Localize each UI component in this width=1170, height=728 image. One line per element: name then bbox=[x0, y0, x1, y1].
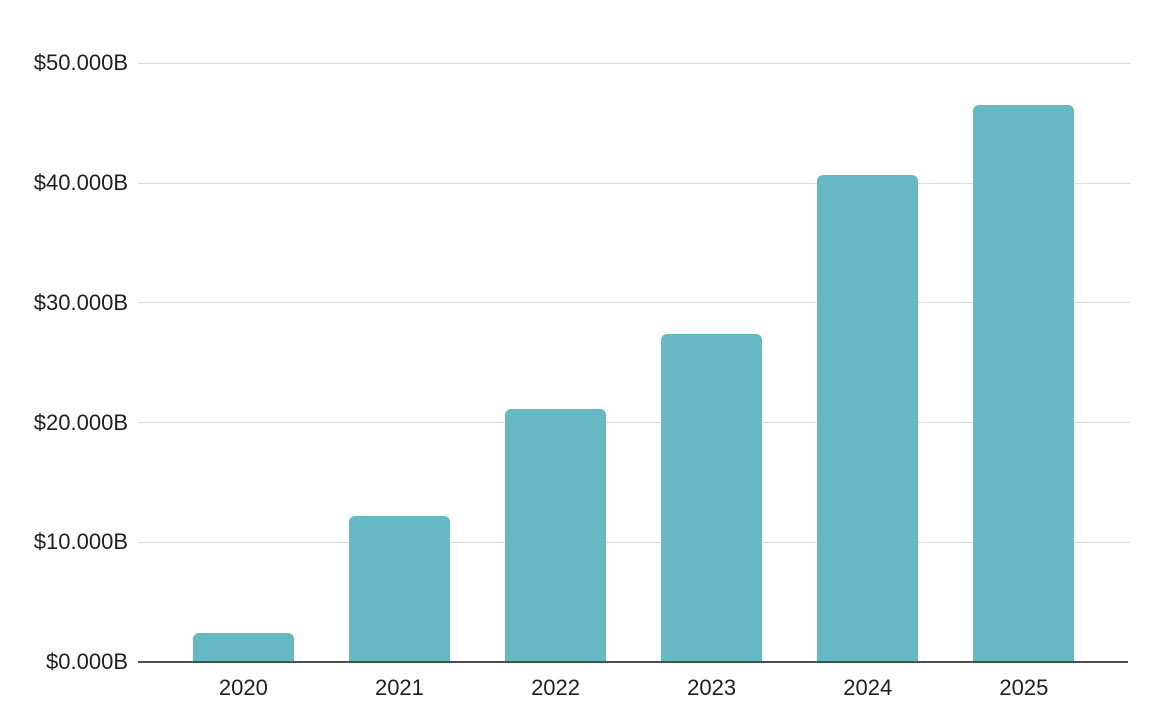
gridline-40b bbox=[138, 182, 1130, 184]
bar-2022 bbox=[505, 409, 607, 662]
x-tick-label-2025: 2025 bbox=[999, 675, 1049, 700]
y-tick-label-0b: $0.000B bbox=[46, 649, 128, 674]
bar-2020 bbox=[192, 633, 294, 662]
gridline-50b bbox=[138, 62, 1130, 64]
bar-2025 bbox=[973, 105, 1075, 662]
y-tick-label-20b: $20.000B bbox=[33, 409, 128, 435]
x-tick-label-2021: 2021 bbox=[374, 675, 424, 700]
bar-2023 bbox=[661, 333, 763, 662]
x-tick-label-2024: 2024 bbox=[843, 675, 893, 700]
gridline-30b bbox=[138, 302, 1130, 304]
x-tick-label-2020: 2020 bbox=[218, 675, 268, 700]
y-tick-label-30b: $30.000B bbox=[33, 289, 128, 315]
bar-2021 bbox=[348, 515, 450, 662]
gridline-20b bbox=[138, 422, 1130, 424]
y-tick-label-40b: $40.000B bbox=[33, 170, 128, 196]
x-axis-line bbox=[138, 661, 1128, 663]
y-tick-label-50b: $50.000B bbox=[33, 50, 128, 76]
bar-2024 bbox=[817, 174, 919, 662]
x-tick-label-2023: 2023 bbox=[687, 675, 737, 700]
x-tick-label-2022: 2022 bbox=[531, 675, 581, 700]
y-tick-label-10b: $10.000B bbox=[33, 529, 128, 555]
gridline-10b bbox=[138, 541, 1130, 543]
